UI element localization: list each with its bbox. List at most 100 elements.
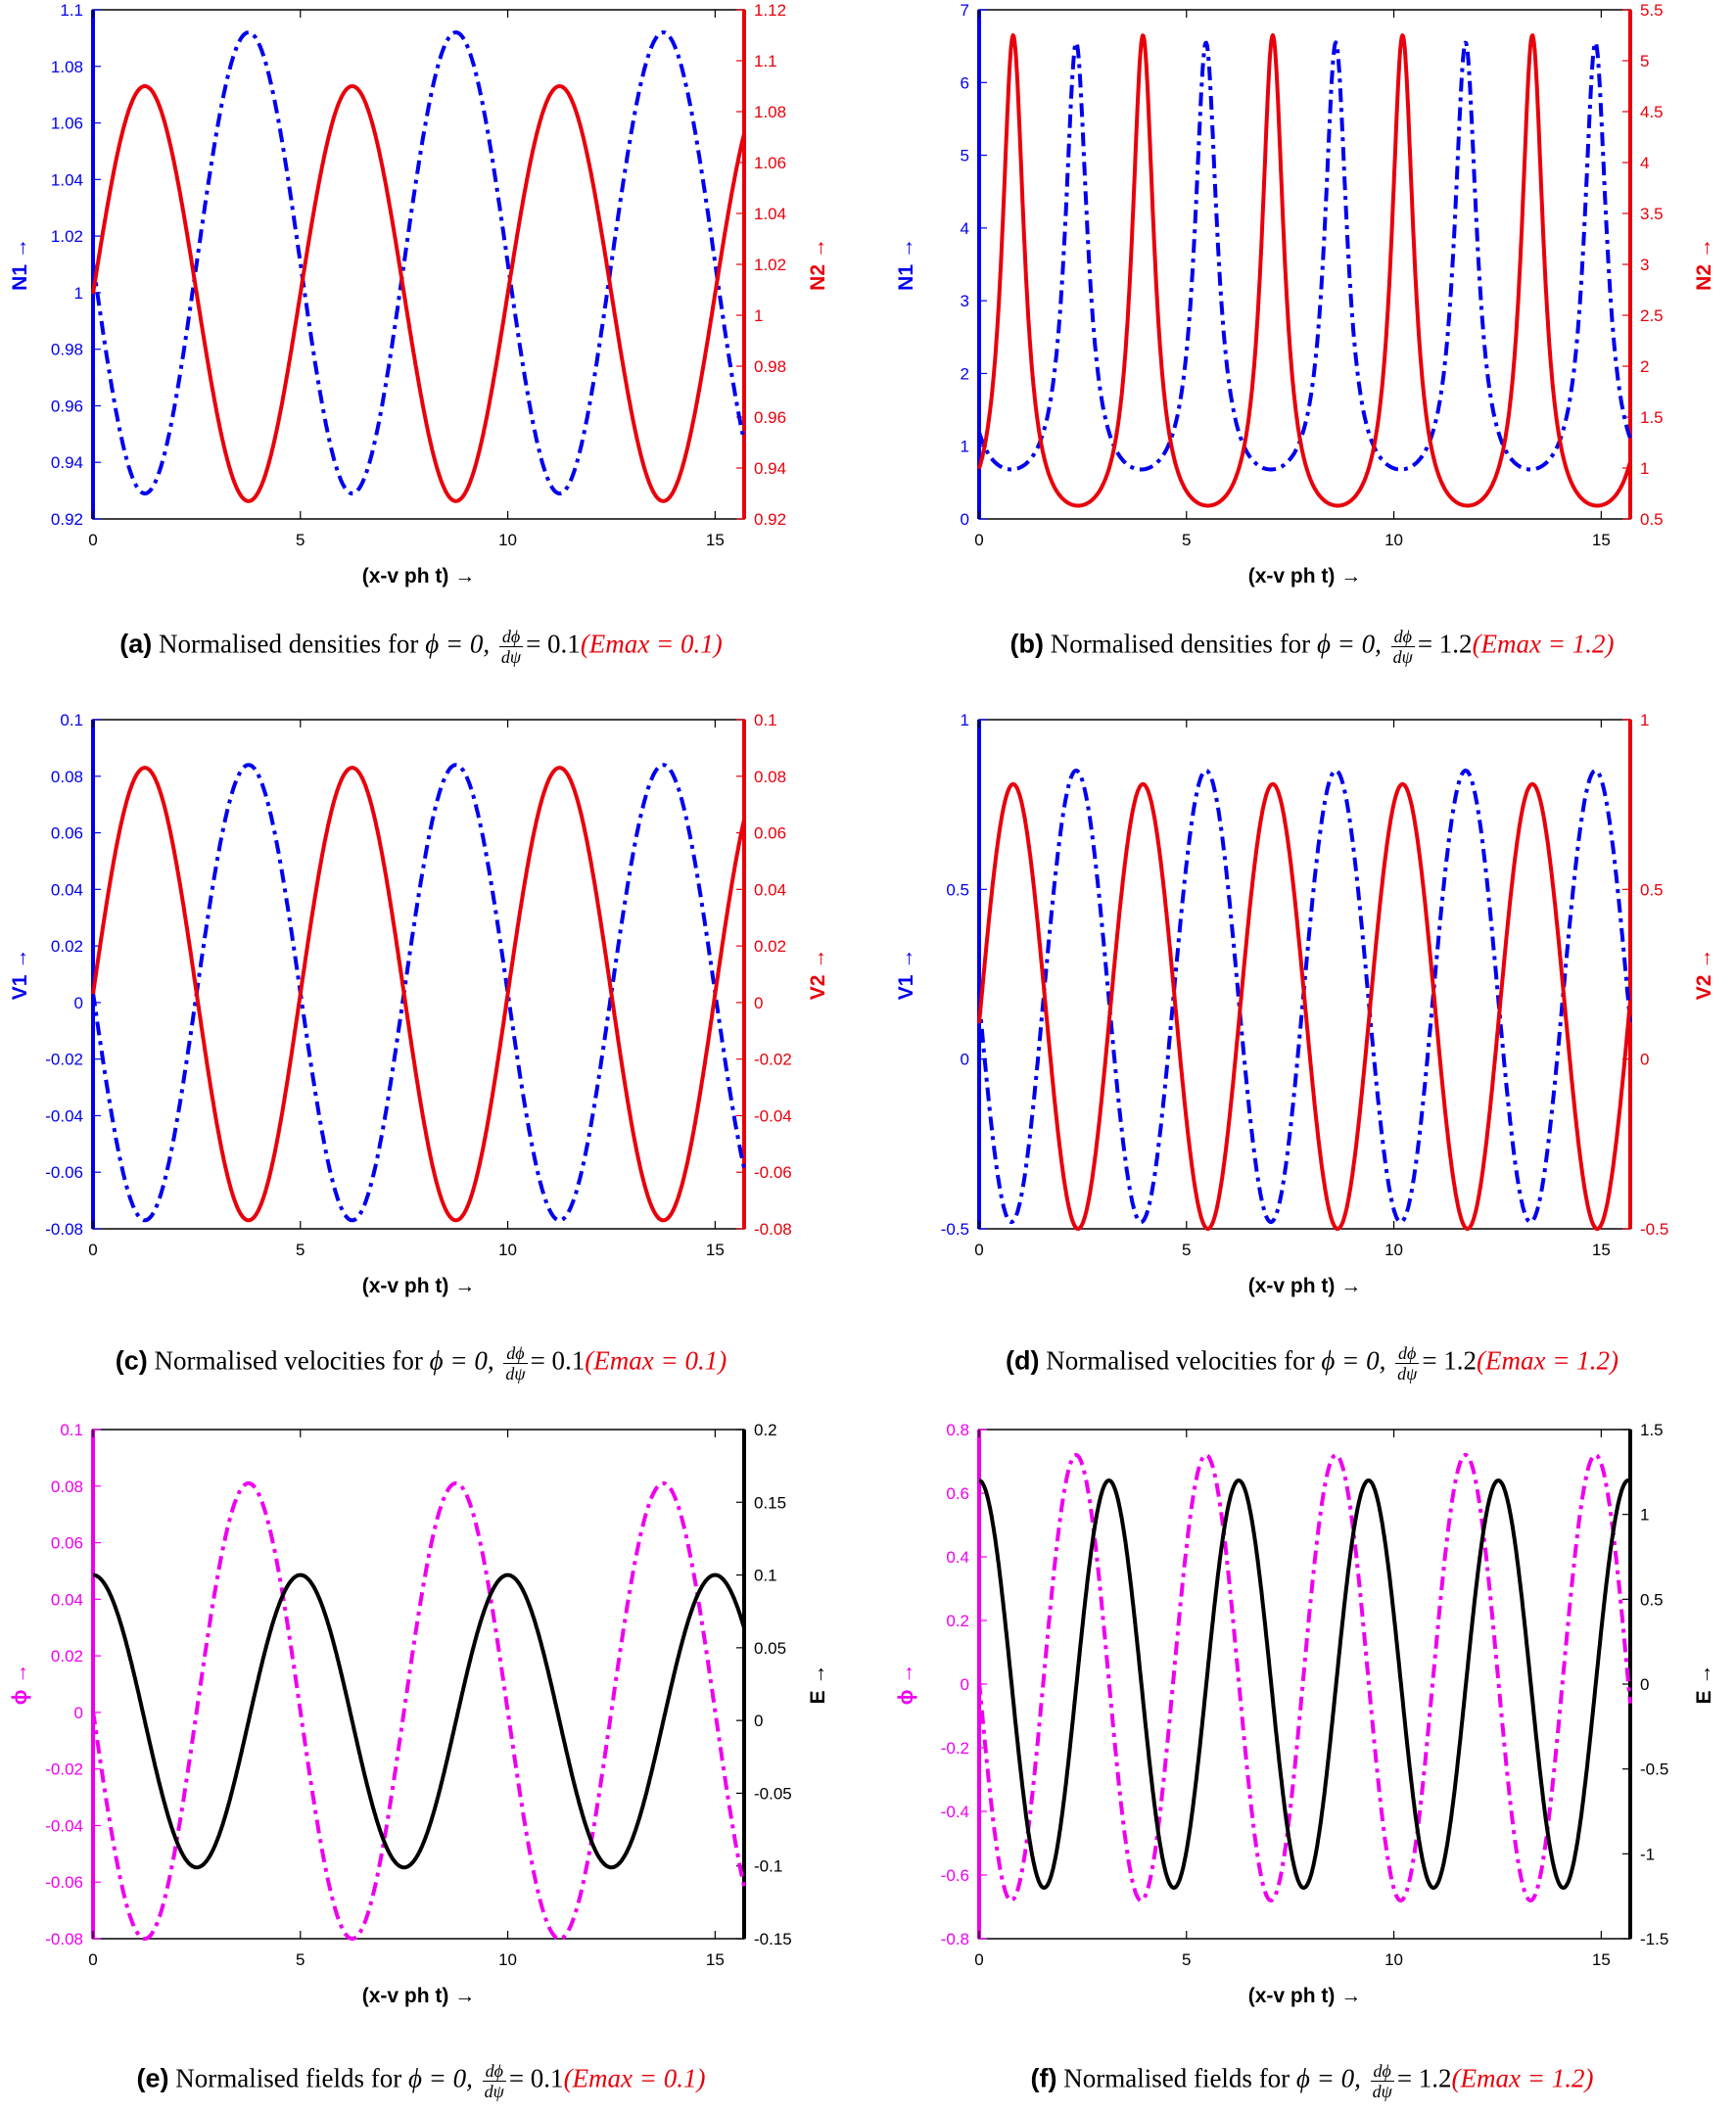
chart-panel-a: 0 5 10 15 0.92 0.94 0.96 0.98 1 1.02 1.04 1.06 1.08 1…	[0, 0, 842, 627]
y-left-tick-label: -0.06	[45, 1163, 83, 1182]
y-right-tick-label: 5.5	[1640, 1, 1664, 20]
caption-tag: (b)	[1009, 629, 1044, 659]
y-left-tick-label: -0.04	[45, 1816, 83, 1835]
y-left-tick-label: -0.08	[45, 1930, 83, 1948]
chart-panel-c: 0 5 10 15 -0.08 -0.06 -0.04 -0.02 0 0.02 0.04 0.06 0…	[0, 710, 842, 1337]
y-left-tick-label: 0.94	[51, 453, 83, 472]
y-right-tick-label: 1.06	[754, 154, 786, 172]
y-right-tick-label: 0.1	[754, 711, 777, 729]
caption-tag: (f)	[1030, 2063, 1057, 2093]
x-tick-label: 10	[1384, 1950, 1403, 1969]
caption-c: (c) Normalised velocities for ϕ = 0, dϕ d…	[29, 1343, 813, 1384]
caption-f: (f) Normalised fields for ϕ = 0, dϕ dψ = 1…	[915, 2061, 1709, 2101]
x-tick-label: 10	[498, 531, 517, 549]
x-axis-label: (x-v ph t) →	[1248, 1275, 1362, 1297]
caption-derivative: dϕ dψ	[1390, 627, 1415, 667]
y-right-tick-label: 0.98	[754, 357, 786, 376]
x-tick-label: 15	[706, 1950, 725, 1969]
caption-phi: ϕ = 0,	[425, 629, 491, 659]
y-right-tick-label: -0.08	[754, 1220, 792, 1239]
y-right-tick-label: 2.5	[1640, 306, 1664, 325]
y-left-tick-label: 3	[961, 292, 969, 310]
series-line-right	[977, 1478, 1632, 1890]
y-left-tick-label: 0	[961, 1051, 969, 1069]
y-left-tick-label: -0.6	[941, 1866, 969, 1885]
y-right-tick-label: 1.1	[754, 52, 777, 70]
y-right-tick-label: 1	[1640, 711, 1649, 729]
y-left-tick-label: 0.08	[51, 768, 83, 786]
y-left-tick-label: 0.1	[60, 711, 83, 729]
x-tick-label: 15	[1592, 1241, 1611, 1259]
y-left-tick-label: 1	[74, 284, 83, 303]
y-right-tick-label: 0.08	[754, 768, 786, 786]
caption-phi: ϕ = 0,	[1316, 629, 1382, 659]
y-right-tick-label: 0.15	[754, 1493, 786, 1512]
y-left-tick-label: 0.5	[946, 880, 969, 899]
y-right-axis-label: V2 →	[1693, 949, 1715, 1001]
caption-b: (b) Normalised densities for ϕ = 0, dϕ dψ…	[915, 627, 1709, 667]
chart-svg: 0 5 10 15 0.92 0.94 0.96 0.98 1 1.02 1.04 1.06 1.08 1…	[9, 1, 829, 587]
y-left-tick-label: 2	[961, 364, 969, 383]
y-right-tick-label: -0.15	[754, 1930, 792, 1948]
series-line-right	[977, 781, 1632, 1231]
y-left-tick-label: -0.4	[941, 1803, 969, 1821]
y-left-tick-label: 1.1	[60, 1, 83, 20]
y-right-tick-label: 1.5	[1640, 1421, 1664, 1439]
caption-value: = 0.1	[526, 629, 581, 659]
series-line-right	[91, 766, 746, 1223]
caption-tag: (d)	[1006, 1345, 1040, 1376]
series-line-left	[91, 1480, 746, 1941]
plot-frame	[978, 9, 1631, 520]
y-left-tick-label: 0.06	[51, 824, 83, 843]
y-right-tick-label: 3.5	[1640, 205, 1664, 223]
caption-tag: (e)	[136, 2063, 169, 2093]
x-tick-label: 5	[1182, 1241, 1191, 1259]
caption-text: Normalised densities for	[158, 629, 419, 659]
x-tick-label: 15	[1592, 1950, 1611, 1969]
y-right-tick-label: 2	[1640, 357, 1649, 376]
y-left-tick-label: -0.02	[45, 1760, 83, 1779]
y-left-tick-label: 7	[961, 1, 969, 20]
caption-tag: (c)	[115, 1345, 148, 1376]
y-left-tick-label: 1	[961, 711, 969, 729]
series-line-left	[977, 1453, 1632, 1902]
y-right-tick-label: 4	[1640, 154, 1649, 172]
y-left-tick-label: 1.04	[51, 170, 83, 189]
y-left-tick-label: 6	[961, 73, 969, 92]
y-left-axis-label: N1 →	[9, 238, 31, 291]
y-right-tick-label: 0.5	[1640, 1590, 1664, 1609]
x-tick-label: 15	[1592, 531, 1611, 549]
x-tick-label: 5	[296, 1241, 305, 1259]
x-tick-label: 0	[88, 1950, 97, 1969]
chart-svg: 0 5 10 15 -0.08 -0.06 -0.04 -0.02 0 0.02 0.04 0.06 0…	[9, 1421, 829, 2007]
chart-panel-d: 0 5 10 15 -0.5 0 0.5 1 -0.5 0 0.5 1 (x-v ph t) → V1 →…	[886, 710, 1728, 1337]
y-left-axis-label: N1 →	[895, 238, 917, 291]
x-tick-label: 0	[88, 531, 97, 549]
caption-value: = 1.2	[1422, 1345, 1478, 1376]
y-right-tick-label: -0.1	[754, 1857, 782, 1876]
y-right-tick-label: -1.5	[1640, 1930, 1668, 1948]
y-right-tick-label: -0.05	[754, 1784, 792, 1803]
y-left-tick-label: 0	[74, 1704, 83, 1722]
y-right-tick-label: 0.1	[754, 1567, 777, 1585]
y-left-tick-label: 1.08	[51, 58, 83, 76]
y-left-tick-label: 0.06	[51, 1534, 83, 1553]
series-line-left	[91, 763, 746, 1223]
y-right-axis-label: N2 →	[1693, 238, 1715, 291]
caption-phi: ϕ = 0,	[1295, 2063, 1361, 2093]
y-left-tick-label: 0.1	[60, 1421, 83, 1439]
y-right-tick-label: -0.02	[754, 1051, 792, 1069]
caption-value: = 0.1	[530, 1345, 586, 1376]
y-left-axis-label: ϕ →	[895, 1664, 917, 1706]
chart-svg: 0 5 10 15 -0.5 0 0.5 1 -0.5 0 0.5 1 (x-v ph t) → V1 →…	[895, 711, 1715, 1297]
y-left-tick-label: 1	[961, 438, 969, 456]
x-tick-label: 0	[88, 1241, 97, 1259]
y-right-axis-label: N2 →	[807, 238, 829, 291]
y-left-tick-label: 0.6	[946, 1484, 969, 1503]
x-axis-label: (x-v ph t) →	[362, 1985, 476, 2007]
caption-derivative: dϕ dψ	[482, 2061, 506, 2101]
y-right-tick-label: 0.2	[754, 1421, 777, 1439]
caption-emax: (Emax = 0.1)	[563, 2063, 706, 2093]
y-right-tick-label: 1	[754, 306, 763, 325]
caption-emax: (Emax = 1.2)	[1451, 2063, 1594, 2093]
